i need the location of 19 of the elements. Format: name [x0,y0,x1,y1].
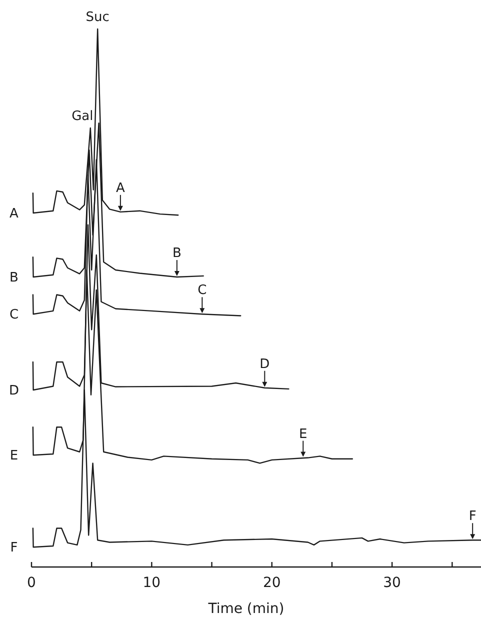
series-label: A [10,206,19,222]
annotation: A [116,180,125,196]
series-label: E [10,448,18,464]
x-tick-label: 0 [27,575,36,591]
annotation: E [299,426,308,442]
annotation: D [260,356,270,372]
annotation: B [172,246,182,262]
annotation: C [198,283,207,298]
x-tick-label: 30 [383,575,401,591]
x-axis-title: Time (min) [207,601,284,617]
series-label: D [8,384,20,399]
series-label: B [10,270,18,286]
x-tick-label: 10 [142,575,161,591]
series-label: C [9,308,19,323]
annotation: F [468,509,476,524]
annotation: Gal [72,108,94,124]
series-label: F [10,540,18,556]
x-tick-label: 20 [262,575,281,591]
annotation: Suc [86,10,110,25]
